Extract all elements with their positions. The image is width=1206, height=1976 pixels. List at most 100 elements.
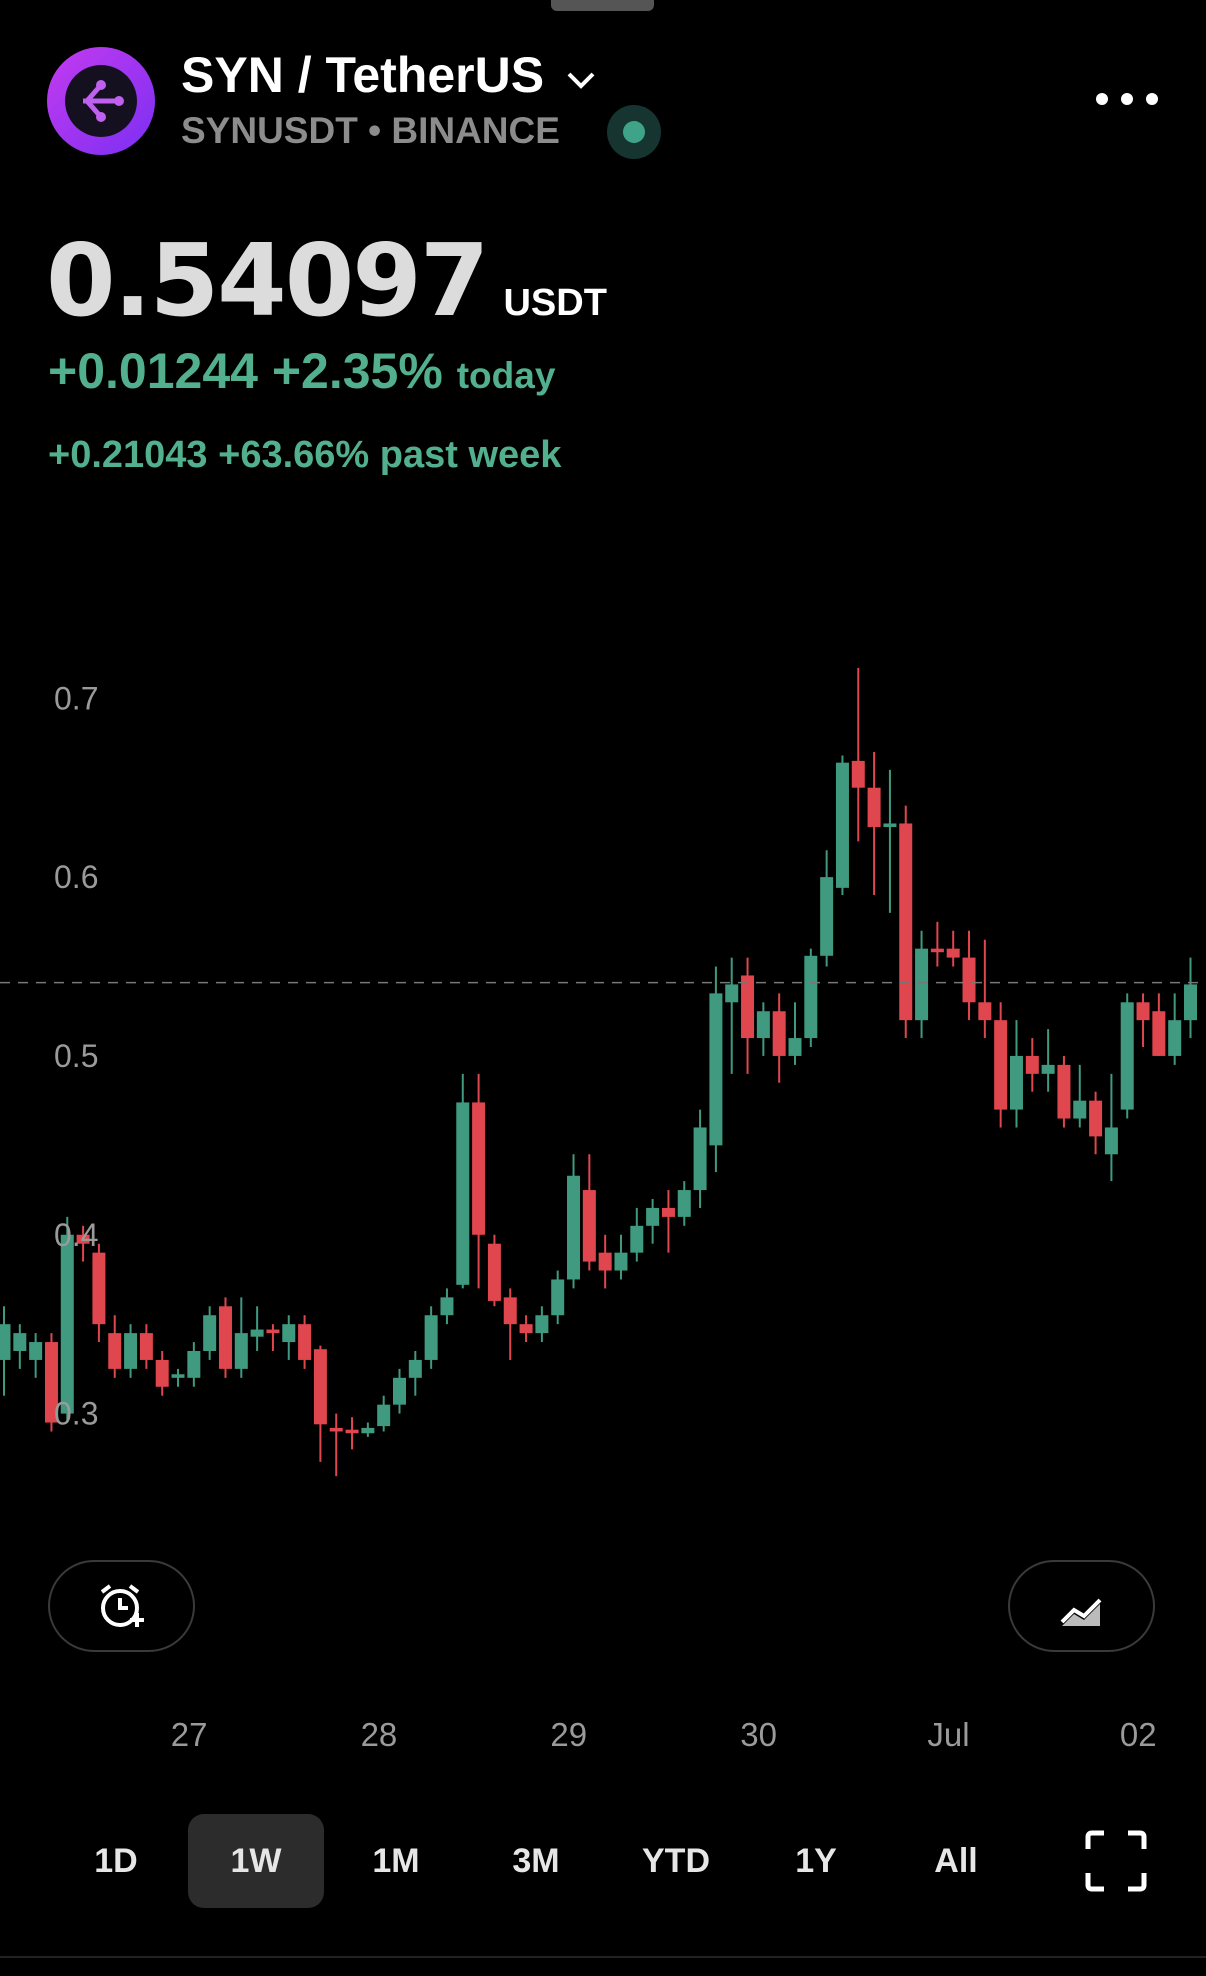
candle-body bbox=[851, 760, 865, 788]
candle-body bbox=[582, 1190, 596, 1262]
candle-body bbox=[393, 1377, 406, 1405]
candle-body bbox=[503, 1297, 517, 1325]
time-range-tab[interactable]: 1M bbox=[372, 1842, 420, 1880]
area-chart-icon bbox=[1060, 1598, 1102, 1626]
candle-body bbox=[867, 787, 881, 828]
candle-body bbox=[187, 1351, 201, 1378]
candle-body bbox=[408, 1359, 422, 1378]
candle-body bbox=[266, 1329, 280, 1334]
candle-body bbox=[693, 1127, 707, 1191]
time-range-tab[interactable]: 1D bbox=[94, 1842, 138, 1880]
separator: • bbox=[368, 110, 382, 151]
candle-body bbox=[13, 1333, 27, 1351]
candle-body bbox=[883, 823, 897, 828]
candle-body bbox=[535, 1315, 549, 1334]
change-percent: +63.66% bbox=[218, 434, 370, 476]
x-tick-label: 28 bbox=[361, 1716, 398, 1753]
price-row: 0.54097 USDT bbox=[46, 222, 607, 339]
candle-body bbox=[1184, 984, 1197, 1021]
candle-body bbox=[804, 955, 818, 1039]
candle-body bbox=[1104, 1127, 1118, 1155]
candle-body bbox=[1009, 1055, 1023, 1110]
candle-body bbox=[994, 1020, 1008, 1110]
candle-body bbox=[203, 1315, 217, 1351]
today-change: +0.01244 +2.35% today bbox=[48, 342, 555, 400]
candle-body bbox=[155, 1359, 169, 1387]
candle-body bbox=[1152, 1011, 1166, 1056]
candle-body bbox=[946, 948, 960, 958]
candle-body bbox=[1168, 1020, 1182, 1056]
candle-body bbox=[677, 1190, 691, 1217]
time-range-tab[interactable]: All bbox=[934, 1842, 978, 1880]
candle-body bbox=[1073, 1100, 1087, 1119]
symbol-subtitle: SYNUSDT • BINANCE bbox=[181, 110, 560, 152]
x-tick-label: Jul bbox=[927, 1716, 969, 1753]
candle-body bbox=[44, 1342, 58, 1423]
candle-body bbox=[915, 948, 929, 1021]
exchange: BINANCE bbox=[391, 110, 560, 151]
change-label: today bbox=[456, 355, 556, 396]
candle-body bbox=[456, 1102, 470, 1285]
candle-body bbox=[361, 1427, 375, 1434]
candle-body bbox=[1120, 1002, 1134, 1110]
alert-button[interactable] bbox=[48, 1560, 195, 1652]
candle-body bbox=[487, 1243, 501, 1301]
candle-body bbox=[646, 1207, 660, 1226]
candle-body bbox=[614, 1252, 628, 1271]
candle-body bbox=[313, 1349, 327, 1425]
candle-body bbox=[741, 975, 755, 1039]
candle-body bbox=[725, 984, 739, 1003]
time-range-tab[interactable]: 1W bbox=[188, 1814, 324, 1908]
candle-body bbox=[835, 762, 849, 888]
candle-body bbox=[930, 948, 944, 953]
candle-body bbox=[124, 1333, 138, 1369]
candle-body bbox=[424, 1315, 438, 1360]
candle-body bbox=[756, 1011, 770, 1039]
candle-body bbox=[788, 1038, 802, 1056]
time-range-tab[interactable]: 3M bbox=[512, 1842, 560, 1880]
symbol-title[interactable]: SYN / TetherUS bbox=[181, 46, 598, 104]
candle-body bbox=[60, 1234, 74, 1414]
candlestick-chart: 0.3 0.4 0.5 0.6 0.7 27 28 29 30 Jul 02 bbox=[0, 667, 1206, 1753]
candle-body bbox=[345, 1429, 359, 1434]
change-label: past week bbox=[379, 434, 562, 476]
week-change: +0.21043 +63.66% past week bbox=[48, 434, 561, 477]
more-menu[interactable] bbox=[1092, 86, 1162, 112]
candle-body bbox=[1041, 1064, 1055, 1074]
fullscreen-button[interactable] bbox=[1084, 1829, 1148, 1893]
candle-body bbox=[1089, 1100, 1103, 1137]
y-tick-label: 0.5 bbox=[54, 1038, 98, 1074]
x-tick-label: 27 bbox=[171, 1716, 208, 1753]
drag-handle[interactable] bbox=[551, 0, 654, 11]
coin-logo bbox=[47, 47, 155, 155]
chart-style-button[interactable] bbox=[1008, 1560, 1155, 1652]
candle-body bbox=[139, 1333, 153, 1360]
x-tick-label: 30 bbox=[740, 1716, 777, 1753]
candle-body bbox=[899, 823, 913, 1021]
bottom-divider bbox=[0, 1956, 1206, 1958]
time-range-tab[interactable]: 1Y bbox=[795, 1842, 837, 1880]
candle-body bbox=[978, 1002, 992, 1021]
x-tick-label: 29 bbox=[550, 1716, 587, 1753]
candle-body bbox=[29, 1342, 43, 1360]
candle-body bbox=[298, 1324, 312, 1360]
candle-body bbox=[250, 1329, 264, 1337]
change-value: +0.21043 bbox=[48, 434, 208, 476]
candle-body bbox=[519, 1324, 533, 1334]
y-tick-label: 0.6 bbox=[54, 859, 98, 895]
candle-body bbox=[1136, 1002, 1150, 1021]
candle-body bbox=[0, 1324, 11, 1360]
candle-body bbox=[772, 1011, 786, 1056]
candle-body bbox=[472, 1102, 486, 1235]
candle-body bbox=[567, 1175, 581, 1280]
market-status-icon bbox=[607, 105, 661, 159]
time-range-tab[interactable]: YTD bbox=[642, 1842, 710, 1880]
candle-body bbox=[234, 1333, 248, 1369]
candle-body bbox=[962, 957, 976, 1003]
candle-body bbox=[709, 993, 723, 1146]
currency: USDT bbox=[503, 282, 607, 324]
candle-body bbox=[377, 1404, 391, 1427]
candle-body bbox=[329, 1427, 343, 1432]
candle-body bbox=[92, 1252, 106, 1325]
